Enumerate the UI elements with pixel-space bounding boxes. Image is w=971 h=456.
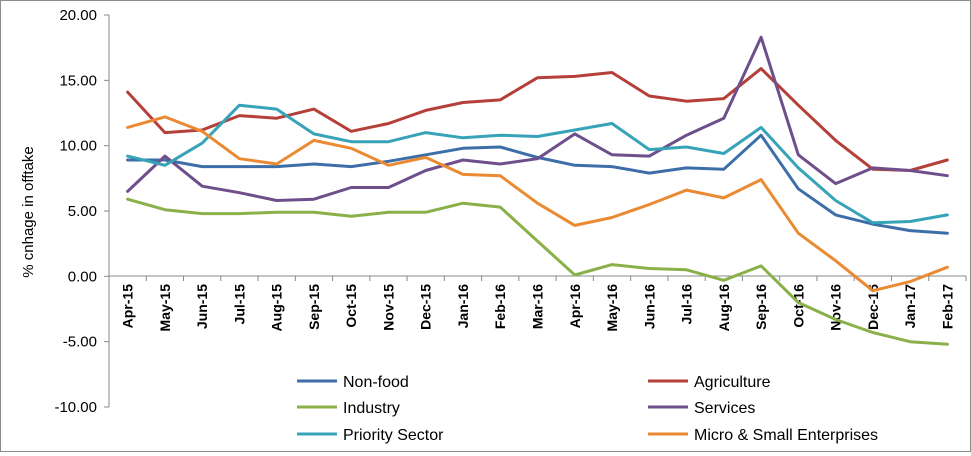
x-tick-label: Feb-16	[492, 284, 508, 329]
y-axis-title-group: % cnhage in offtake	[20, 146, 37, 277]
x-tick-label: Apr-16	[567, 284, 583, 329]
x-tick-label: Sep-15	[306, 284, 322, 330]
series-line-industry	[126, 197, 949, 346]
series-line-services	[126, 35, 949, 202]
x-tick-label: Jul-16	[679, 284, 695, 325]
x-tick-label: Sep-16	[753, 284, 769, 330]
x-tick-label: Dec-15	[418, 284, 434, 330]
y-tick-label: 10.00	[59, 138, 97, 155]
axes	[104, 14, 967, 408]
y-tick-label: -5.00	[63, 334, 97, 351]
x-tick-label: Oct-15	[343, 284, 359, 328]
x-tick-label: Jul-15	[231, 284, 247, 325]
series-line-non-food	[126, 133, 949, 235]
x-tick-label: Jan-17	[902, 284, 918, 329]
x-tick-label: Jun-15	[194, 284, 210, 329]
y-tick-label: 0.00	[68, 268, 97, 285]
series-lines	[126, 35, 949, 346]
x-tick-label: Dec-16	[865, 284, 881, 330]
legend-label: Micro & Small Enterprises	[694, 427, 878, 444]
y-tick-label: -10.00	[54, 399, 97, 416]
series-line-agriculture	[126, 67, 949, 172]
x-tick-label: Mar-16	[530, 284, 546, 329]
x-tick-label: Jan-16	[455, 284, 471, 329]
legend-label: Industry	[343, 400, 400, 417]
series-line-micro-small-enterprises	[126, 115, 949, 293]
legend-label: Non-food	[343, 374, 409, 391]
x-tick-label: Oct-16	[790, 284, 806, 328]
y-tick-labels: 20.00 15.00 10.00 5.00 0.00 -5.00 -10.00	[54, 7, 97, 416]
x-tick-label: Nov-15	[380, 284, 396, 331]
y-axis-title: % cnhage in offtake	[20, 146, 37, 277]
x-tick-label: Feb-17	[939, 284, 955, 329]
legend-label: Priority Sector	[343, 427, 444, 444]
legend-label: Agriculture	[694, 374, 771, 391]
legend-label: Services	[694, 400, 755, 417]
y-tick-label: 5.00	[68, 203, 97, 220]
series-line-priority-sector	[126, 103, 949, 225]
x-tick-label: Aug-16	[716, 284, 732, 332]
x-tick-label: Aug-15	[269, 284, 285, 332]
x-tick-label: Jun-16	[641, 284, 657, 329]
x-tick-label: May-16	[604, 284, 620, 332]
x-tick-label: Nov-16	[828, 284, 844, 331]
y-tick-label: 20.00	[59, 7, 97, 24]
x-tick-labels: Apr-15 May-15 Jun-15 Jul-15 Aug-15 Sep-15 Oct-…	[120, 284, 956, 332]
x-tick-label: May-15	[157, 284, 173, 332]
x-tick-label: Apr-15	[120, 284, 136, 329]
y-tick-label: 15.00	[59, 72, 97, 89]
legend: Non-food Agriculture Industry Services Prior…	[297, 374, 878, 444]
